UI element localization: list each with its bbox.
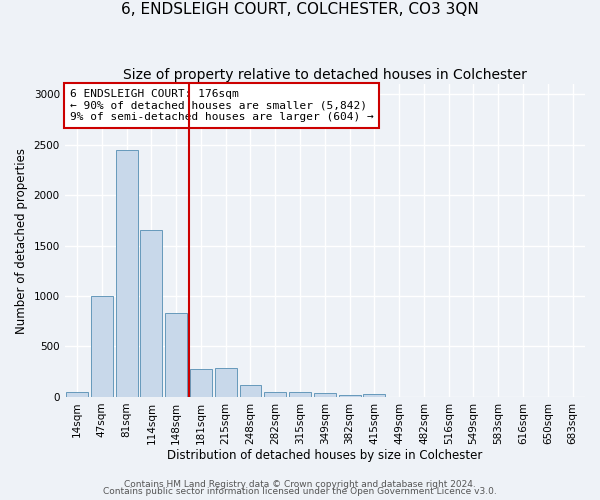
Bar [314, 394, 336, 397]
Bar [116, 150, 137, 397]
Bar [364, 394, 385, 397]
Bar [239, 386, 262, 397]
Bar [339, 395, 361, 397]
Bar [265, 392, 286, 397]
Text: 6 ENDSLEIGH COURT: 176sqm
← 90% of detached houses are smaller (5,842)
9% of sem: 6 ENDSLEIGH COURT: 176sqm ← 90% of detac… [70, 88, 374, 122]
Bar [140, 230, 162, 397]
Text: Contains public sector information licensed under the Open Government Licence v3: Contains public sector information licen… [103, 487, 497, 496]
Bar [215, 368, 236, 397]
Title: Size of property relative to detached houses in Colchester: Size of property relative to detached ho… [123, 68, 527, 82]
Bar [165, 313, 187, 397]
Y-axis label: Number of detached properties: Number of detached properties [15, 148, 28, 334]
Text: 6, ENDSLEIGH COURT, COLCHESTER, CO3 3QN: 6, ENDSLEIGH COURT, COLCHESTER, CO3 3QN [121, 2, 479, 18]
Bar [91, 296, 113, 397]
X-axis label: Distribution of detached houses by size in Colchester: Distribution of detached houses by size … [167, 450, 482, 462]
Text: Contains HM Land Registry data © Crown copyright and database right 2024.: Contains HM Land Registry data © Crown c… [124, 480, 476, 489]
Bar [190, 368, 212, 397]
Bar [289, 392, 311, 397]
Bar [66, 392, 88, 397]
